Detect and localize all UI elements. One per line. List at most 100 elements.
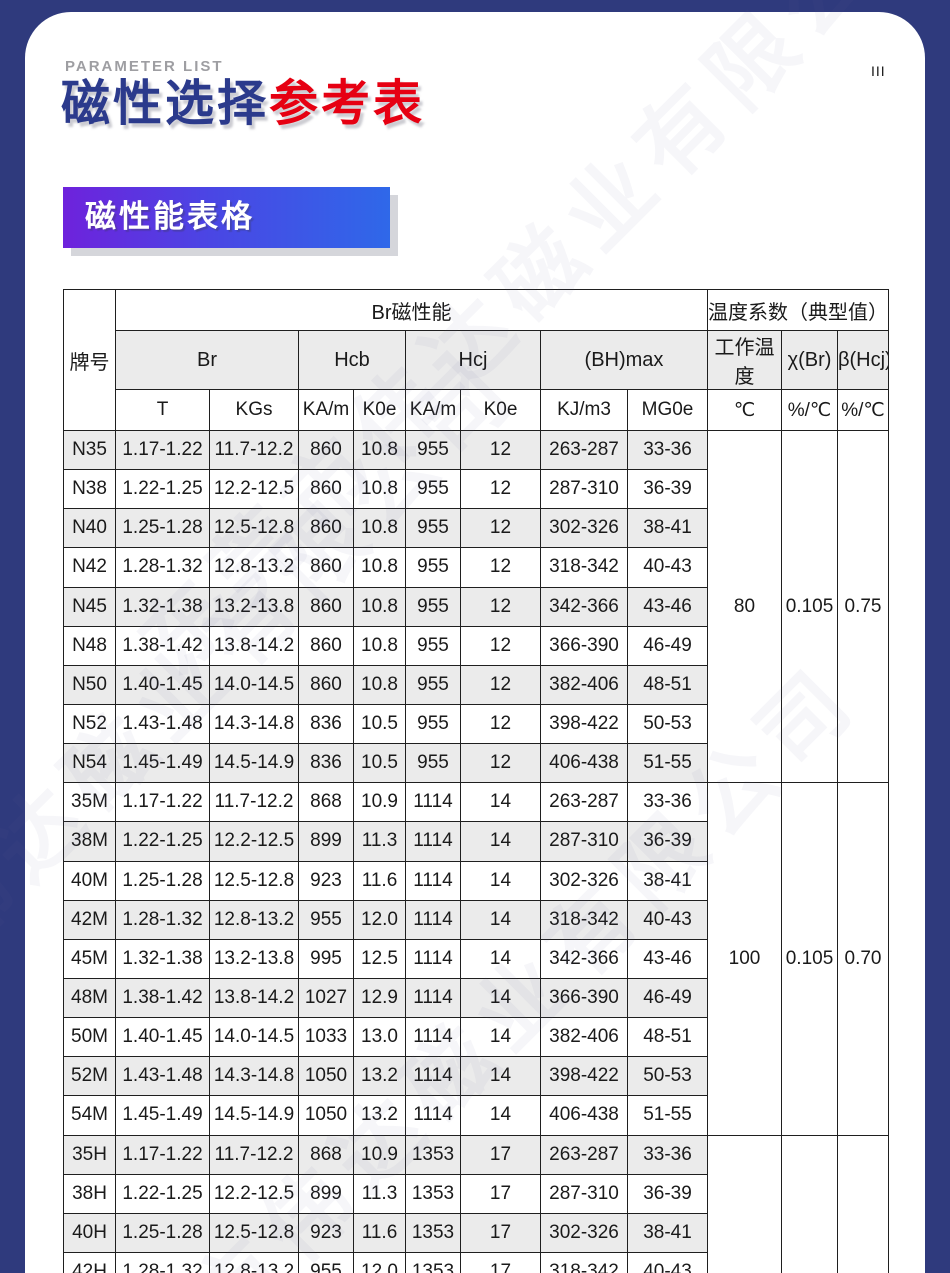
value-cell: 14	[460, 860, 541, 901]
value-cell: 263-287	[540, 429, 628, 471]
header-row-units: T KGs KA/m K0e KA/m K0e KJ/m3 MG0e ℃ %/℃…	[64, 389, 890, 431]
value-cell: 955	[405, 664, 461, 705]
value-cell: 48-51	[627, 1017, 708, 1058]
value-cell: 1114	[405, 1095, 461, 1136]
value-cell: 10.8	[353, 586, 406, 627]
unit-hcj-koe: K0e	[460, 389, 541, 431]
value-cell: 955	[298, 1251, 354, 1273]
grade-cell: 38H	[63, 1173, 116, 1214]
value-cell: 14.5-14.9	[209, 1095, 299, 1136]
value-cell: 1114	[405, 1056, 461, 1097]
title-primary: 磁性选择	[61, 77, 270, 131]
section-banner: 磁性能表格	[63, 187, 390, 248]
header-grade: 牌号	[63, 289, 116, 431]
value-cell: 1.43-1.48	[115, 703, 210, 745]
value-cell: 40-43	[627, 899, 708, 940]
header-work-temp: 工作温度	[707, 330, 782, 390]
value-cell: 860	[298, 469, 354, 510]
value-cell: 1050	[298, 1056, 354, 1097]
value-cell: 899	[298, 1173, 354, 1214]
chi-br-cell: 0.105	[781, 429, 838, 784]
unit-t: T	[115, 389, 210, 431]
eyebrow-label: PARAMETER LIST	[65, 58, 224, 75]
unit-mgoe: MG0e	[627, 389, 708, 431]
unit-kgs: KGs	[209, 389, 299, 431]
table-row: N38 1.22-1.25 12.2-12.5 860 10.8 955 12 287-310…	[63, 469, 889, 510]
value-cell: 33-36	[627, 429, 708, 471]
value-cell: 14.0-14.5	[209, 664, 299, 705]
value-cell: 860	[298, 429, 354, 471]
value-cell: 14	[460, 1017, 541, 1058]
unit-hcb-koe: K0e	[353, 389, 406, 431]
value-cell: 836	[298, 703, 354, 745]
value-cell: 1.22-1.25	[115, 1173, 210, 1214]
table-row: 48M 1.38-1.42 13.8-14.2 1027 12.9 1114 14 366-3…	[63, 977, 889, 1019]
value-cell: 1.22-1.25	[115, 469, 210, 510]
table-row: 54M 1.45-1.49 14.5-14.9 1050 13.2 1114 14 406-4…	[63, 1095, 889, 1136]
value-cell: 11.3	[353, 1173, 406, 1214]
value-cell: 33-36	[627, 1134, 708, 1175]
table-row: 35H 1.17-1.22 11.7-12.2 868 10.9 1353 17 263-28…	[63, 1134, 890, 1273]
value-cell: 263-287	[540, 782, 628, 823]
value-cell: 17	[460, 1173, 541, 1214]
grade-cell: N35	[63, 429, 116, 471]
value-cell: 1114	[405, 1017, 461, 1058]
beta-hcj-cell: 0.60	[836, 1134, 890, 1273]
value-cell: 318-342	[540, 1251, 628, 1273]
value-cell: 860	[298, 664, 354, 705]
grade-cell: 38M	[63, 821, 116, 862]
value-cell: 366-390	[540, 625, 628, 666]
value-cell: 398-422	[540, 703, 628, 745]
value-cell: 923	[298, 1212, 354, 1253]
value-cell: 12.5-12.8	[209, 1212, 299, 1253]
grade-cell: 35M	[63, 782, 116, 823]
grade-cell: 50M	[63, 1017, 116, 1058]
value-cell: 12.5	[353, 938, 406, 979]
value-cell: 36-39	[627, 469, 708, 510]
value-cell: 13.2	[353, 1095, 406, 1136]
table-row: 40M 1.25-1.28 12.5-12.8 923 11.6 1114 14 302-32…	[63, 860, 889, 901]
value-cell: 12.5-12.8	[209, 860, 299, 901]
header-row-sub: Br Hcb Hcj (BH)max 工作温度 χ(Br) β(Hcj)	[64, 330, 890, 390]
value-cell: 10.5	[353, 743, 406, 784]
value-cell: 13.2-13.8	[209, 586, 299, 627]
value-cell: 860	[298, 586, 354, 627]
value-cell: 302-326	[540, 860, 628, 901]
value-cell: 860	[298, 508, 354, 549]
table-body: N35 1.17-1.22 11.7-12.2 860 10.8 955 12 263-287…	[63, 429, 890, 1273]
value-cell: 1.22-1.25	[115, 821, 210, 862]
table-row: N48 1.38-1.42 13.8-14.2 860 10.8 955 12 366-390…	[63, 625, 889, 666]
value-cell: 13.8-14.2	[209, 625, 299, 666]
value-cell: 1114	[405, 782, 461, 823]
value-cell: 14	[460, 977, 541, 1019]
value-cell: 12	[460, 429, 541, 471]
value-cell: 1114	[405, 977, 461, 1019]
value-cell: 12.9	[353, 977, 406, 1019]
work-temp-cell: 80	[707, 429, 782, 784]
value-cell: 1.25-1.28	[115, 508, 210, 549]
value-cell: 13.2-13.8	[209, 938, 299, 979]
table-row: 40H 1.25-1.28 12.5-12.8 923 11.6 1353 17 302-32…	[63, 1212, 889, 1253]
value-cell: 955	[298, 899, 354, 940]
value-cell: 1.17-1.22	[115, 782, 210, 823]
table-header: 牌号 Br磁性能 温度系数（典型值） Br Hcb Hcj (BH)max 工作…	[63, 289, 890, 431]
value-cell: 12.2-12.5	[209, 821, 299, 862]
value-cell: 14.0-14.5	[209, 1017, 299, 1058]
grade-cell: 54M	[63, 1095, 116, 1136]
value-cell: 1.28-1.32	[115, 899, 210, 940]
value-cell: 1.45-1.49	[115, 1095, 210, 1136]
value-cell: 14.5-14.9	[209, 743, 299, 784]
value-cell: 1027	[298, 977, 354, 1019]
value-cell: 43-46	[627, 938, 708, 979]
table-row: 45M 1.32-1.38 13.2-13.8 995 12.5 1114 14 342-36…	[63, 938, 889, 979]
unit-chi: %/℃	[781, 389, 838, 431]
value-cell: 955	[405, 625, 461, 666]
value-cell: 11.7-12.2	[209, 782, 299, 823]
unit-kjm3: KJ/m3	[540, 389, 628, 431]
value-cell: 318-342	[540, 899, 628, 940]
grade-cell: 40M	[63, 860, 116, 901]
value-cell: 1.38-1.42	[115, 625, 210, 666]
value-cell: 899	[298, 821, 354, 862]
table-row: N52 1.43-1.48 14.3-14.8 836 10.5 955 12 398-422…	[63, 703, 889, 745]
value-cell: 302-326	[540, 508, 628, 549]
